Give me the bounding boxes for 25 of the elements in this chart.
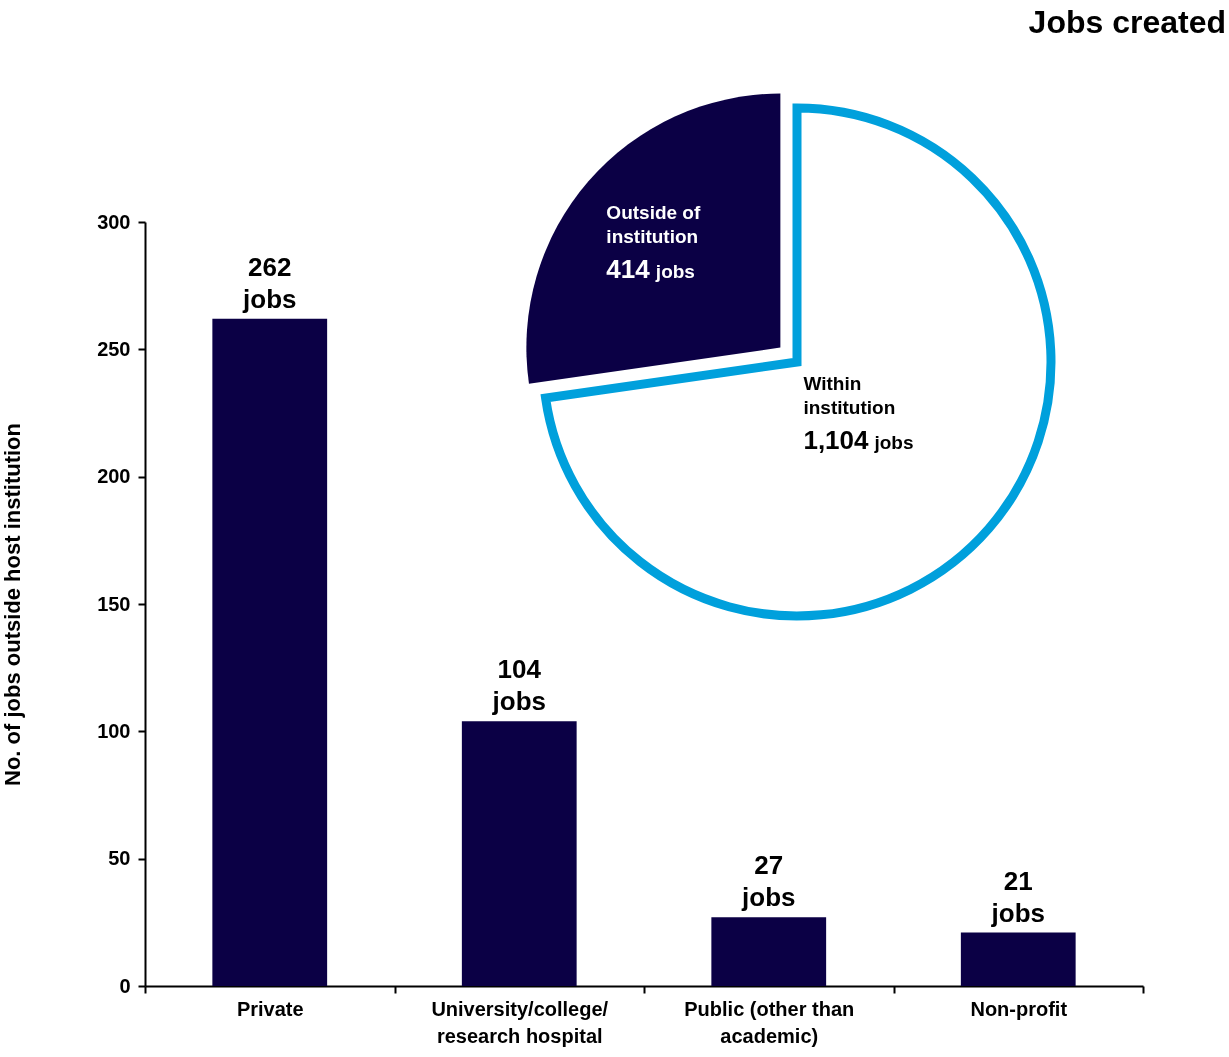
slice-label: Outside of institution	[606, 202, 701, 248]
y-tick-label: 200	[97, 465, 131, 488]
y-tick-label: 100	[97, 719, 131, 742]
y-tick-label: 50	[108, 847, 131, 870]
data-label: 27 jobs	[741, 850, 796, 913]
y-tick-label: 250	[97, 337, 131, 360]
data-label: 21 jobs	[990, 865, 1045, 928]
bar	[960, 932, 1076, 986]
y-tick-label: 150	[97, 592, 131, 615]
y-axis-title: No. of jobs outside host institution	[0, 423, 26, 786]
data-label: 262 jobs	[242, 251, 297, 314]
x-tick-label: Private	[236, 997, 304, 1020]
y-tick-label: 0	[119, 974, 131, 997]
data-label: 104 jobs	[491, 654, 546, 717]
y-tick-label: 300	[97, 210, 131, 233]
slice-label: Within institution	[803, 373, 896, 419]
bar	[212, 318, 328, 986]
x-tick-label: Non-profit	[970, 997, 1068, 1020]
bar	[461, 721, 577, 986]
data-label: 414 jobs	[606, 254, 695, 285]
x-tick-label: University/college/research hospital	[431, 997, 609, 1047]
bar	[711, 917, 827, 986]
x-tick-label: Public (other than academic)	[684, 997, 855, 1047]
chart-title: Jobs created	[1028, 4, 1226, 40]
data-label: 1,104 jobs	[803, 425, 914, 456]
